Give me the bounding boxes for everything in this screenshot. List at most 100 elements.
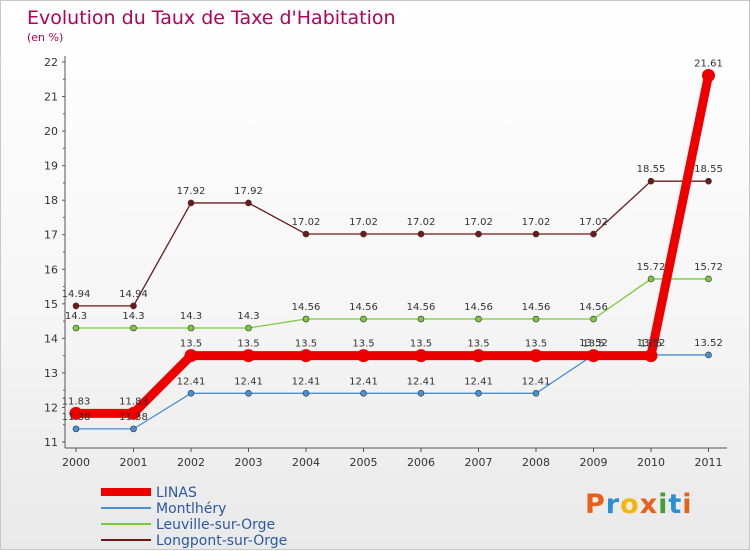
data-point	[705, 275, 712, 283]
data-point	[417, 315, 425, 323]
legend-label: LINAS	[156, 485, 197, 501]
data-point	[532, 389, 540, 397]
x-tick-label: 2001	[120, 456, 148, 469]
data-label: 12.41	[177, 376, 206, 387]
data-label: 18.55	[694, 164, 723, 175]
y-tick-label: 14	[44, 332, 58, 345]
data-label: 13.52	[637, 338, 666, 349]
data-point	[590, 230, 597, 238]
data-label: 17.02	[349, 217, 378, 228]
data-point	[590, 315, 597, 323]
data-point	[245, 324, 252, 332]
y-tick-label: 18	[44, 194, 58, 207]
y-axis-unit: (en %)	[27, 31, 64, 44]
data-point	[299, 349, 313, 363]
data-label: 14.94	[119, 289, 148, 300]
data-label: 13.5	[582, 339, 604, 350]
data-label: 15.72	[694, 262, 723, 273]
y-tick-label: 21	[44, 91, 58, 104]
data-point	[475, 389, 482, 397]
data-point	[472, 349, 485, 363]
data-label: 17.02	[407, 217, 436, 228]
y-tick-label: 11	[44, 436, 58, 449]
series-line	[75, 180, 710, 307]
data-label: 17.92	[234, 186, 263, 197]
data-point	[529, 349, 543, 363]
data-point	[417, 389, 425, 397]
legend-label: Longpont-sur-Orge	[156, 533, 287, 549]
data-point	[587, 349, 600, 363]
logo-letter: P	[585, 489, 606, 520]
data-label: 17.02	[464, 217, 493, 228]
data-label: 13.5	[467, 339, 489, 350]
data-label: 13.5	[525, 339, 547, 350]
data-label: 13.5	[352, 339, 374, 350]
data-label: 13.5	[295, 339, 317, 350]
data-label: 17.92	[177, 186, 206, 197]
data-label: 13.5	[640, 339, 662, 350]
data-label: 14.3	[122, 311, 144, 322]
x-tick-label: 2011	[695, 456, 723, 469]
data-label: 17.02	[522, 217, 551, 228]
data-label: 11.38	[62, 412, 91, 423]
data-label: 12.41	[349, 376, 378, 387]
data-label: 12.41	[407, 376, 436, 387]
data-label: 12.41	[234, 376, 263, 387]
data-point	[302, 230, 310, 238]
logo-letter: i	[682, 489, 693, 520]
x-tick-label: 2007	[465, 456, 493, 469]
data-point	[72, 324, 80, 332]
logo-letter: x	[639, 489, 659, 520]
y-tick-label: 15	[44, 298, 58, 311]
y-tick-label: 16	[44, 263, 58, 276]
data-point	[184, 349, 198, 363]
series-montlh-ry	[72, 351, 712, 433]
series-longpont-sur-orge	[72, 177, 712, 310]
x-tick-label: 2005	[350, 456, 378, 469]
data-point	[360, 389, 367, 397]
series-line	[71, 70, 713, 418]
logo-letter: t	[668, 489, 683, 520]
legend-item: LINAS	[101, 485, 197, 501]
data-point	[302, 315, 310, 323]
series-lines	[69, 68, 715, 433]
data-point	[130, 324, 137, 332]
data-point	[187, 199, 195, 207]
data-point	[187, 324, 195, 332]
data-point	[187, 389, 195, 397]
data-point	[130, 425, 137, 433]
data-point	[127, 406, 140, 420]
data-label: 12.41	[464, 376, 493, 387]
legend: LINASMontlhéryLeuville-sur-OrgeLongpont-…	[101, 485, 287, 549]
series-line	[75, 278, 710, 329]
data-point	[647, 275, 655, 283]
data-point	[357, 349, 370, 363]
data-point	[475, 230, 482, 238]
data-label: 14.56	[522, 302, 551, 313]
y-tick-label: 17	[44, 229, 58, 242]
data-label: 14.3	[180, 311, 202, 322]
data-point	[705, 351, 712, 359]
data-label: 14.3	[237, 311, 259, 322]
data-label: 14.56	[349, 302, 378, 313]
data-point	[130, 302, 137, 310]
data-label: 14.94	[62, 289, 91, 300]
y-tick-label: 13	[44, 367, 58, 380]
data-label: 13.5	[410, 339, 432, 350]
logo-letter: r	[605, 489, 621, 520]
data-point	[532, 230, 540, 238]
data-point	[360, 230, 367, 238]
x-tick-label: 2000	[62, 456, 90, 469]
legend-item: Leuville-sur-Orge	[101, 517, 275, 533]
data-label: 13.5	[237, 339, 259, 350]
data-label: 11.83	[119, 396, 148, 407]
data-label: 18.55	[637, 164, 666, 175]
data-label: 13.52	[694, 338, 723, 349]
logo-letter: o	[620, 489, 640, 520]
data-point	[245, 389, 252, 397]
data-point	[245, 199, 252, 207]
proxiti-logo: Proxiti	[585, 489, 693, 520]
